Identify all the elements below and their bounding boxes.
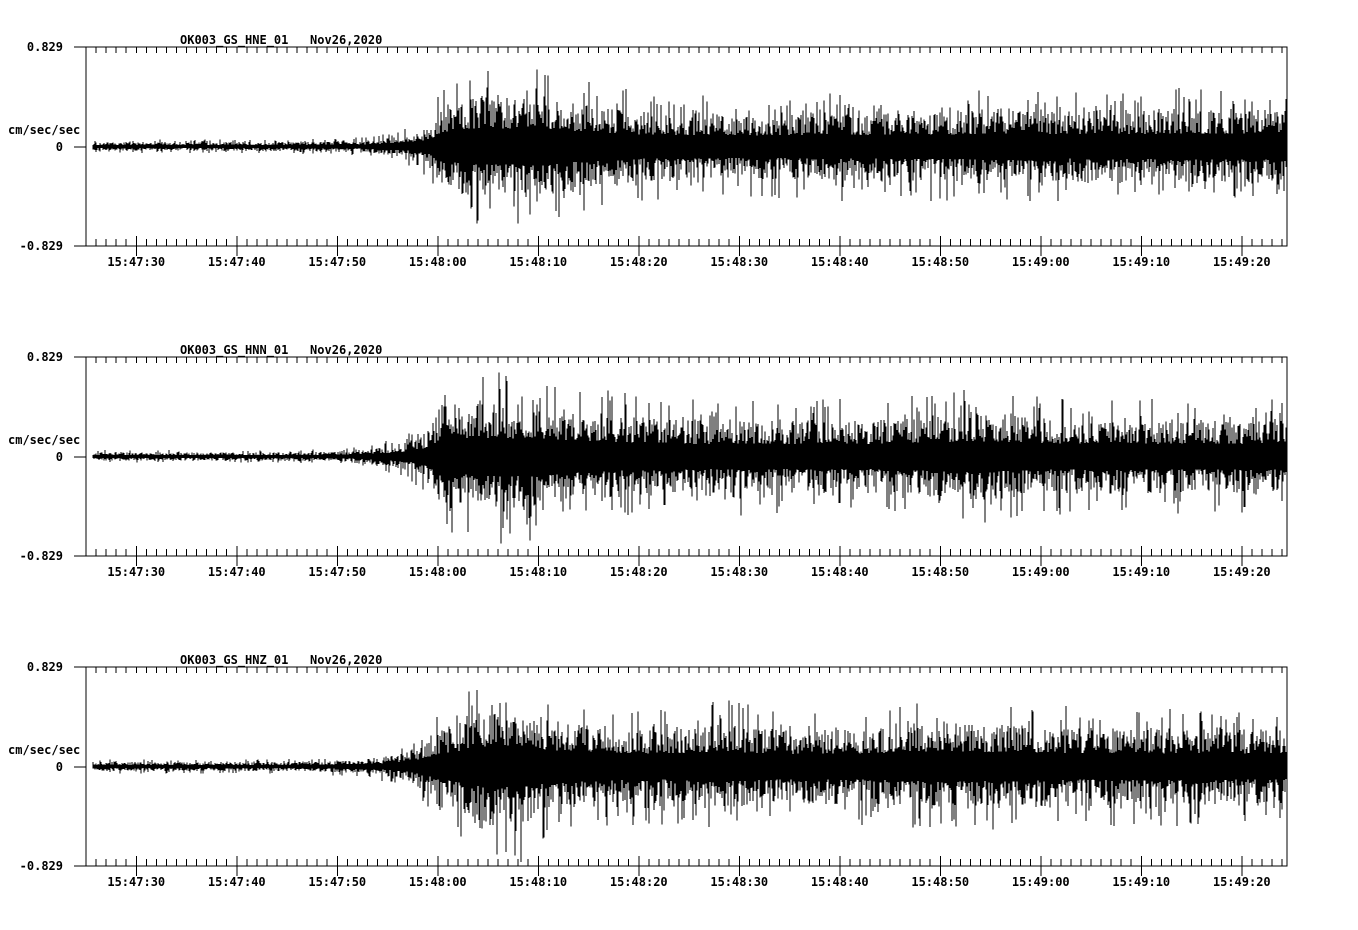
y-tick-label-zero: 0 bbox=[55, 140, 63, 154]
plot-stroke bbox=[92, 689, 1287, 862]
x-tick-label: 15:49:20 bbox=[1212, 255, 1271, 269]
waveform-plot-hnn bbox=[74, 356, 1288, 566]
x-tick-label: 15:49:20 bbox=[1212, 565, 1271, 579]
x-tick-label: 15:48:20 bbox=[609, 565, 668, 579]
x-tick-label: 15:47:40 bbox=[207, 875, 266, 889]
seismogram-panel-hnn: OK003_GS_HNN_01 Nov26,2020 0.829 cm/sec/… bbox=[0, 310, 1358, 620]
x-tick-label: 15:48:00 bbox=[408, 875, 467, 889]
plot-stroke bbox=[85, 356, 1288, 557]
x-tick-label: 15:48:00 bbox=[408, 565, 467, 579]
x-tick-label: 15:49:10 bbox=[1112, 565, 1171, 579]
x-tick-label: 15:47:50 bbox=[308, 875, 367, 889]
y-tick-label-max: 0.829 bbox=[26, 660, 63, 674]
x-tick-label: 15:48:50 bbox=[911, 565, 970, 579]
plot-stroke bbox=[92, 69, 1287, 224]
x-tick-label: 15:48:50 bbox=[911, 255, 970, 269]
x-tick-label: 15:48:30 bbox=[710, 565, 769, 579]
y-tick-label-zero: 0 bbox=[55, 450, 63, 464]
plot-stroke bbox=[74, 356, 1283, 566]
x-tick-label: 15:48:00 bbox=[408, 255, 467, 269]
y-tick-label-max: 0.829 bbox=[26, 40, 63, 54]
x-tick-label: 15:49:00 bbox=[1011, 875, 1070, 889]
plot-stroke bbox=[74, 46, 1283, 256]
trace-title: OK003_GS_HNN_01 Nov26,2020 bbox=[180, 343, 383, 357]
x-tick-label: 15:49:00 bbox=[1011, 565, 1070, 579]
x-tick-label: 15:49:00 bbox=[1011, 255, 1070, 269]
x-tick-label: 15:47:50 bbox=[308, 255, 367, 269]
plot-stroke bbox=[85, 46, 1288, 247]
seismogram-panel-hne: OK003_GS_HNE_01 Nov26,2020 0.829 cm/sec/… bbox=[0, 0, 1358, 310]
x-tick-label: 15:47:40 bbox=[207, 255, 266, 269]
waveform-plot-hne bbox=[74, 46, 1288, 256]
y-axis-unit-label: cm/sec/sec bbox=[8, 743, 81, 757]
x-tick-label: 15:47:30 bbox=[107, 875, 166, 889]
x-tick-label: 15:48:40 bbox=[810, 255, 869, 269]
x-tick-label: 15:47:30 bbox=[107, 565, 166, 579]
x-tick-label: 15:47:40 bbox=[207, 565, 266, 579]
x-tick-label: 15:48:40 bbox=[810, 565, 869, 579]
x-tick-label: 15:49:10 bbox=[1112, 255, 1171, 269]
x-tick-label: 15:48:40 bbox=[810, 875, 869, 889]
x-tick-label: 15:49:10 bbox=[1112, 875, 1171, 889]
waveform-plot-hnz bbox=[74, 666, 1288, 876]
plot-stroke bbox=[85, 666, 1288, 867]
x-tick-label: 15:48:50 bbox=[911, 875, 970, 889]
x-tick-label: 15:47:50 bbox=[308, 565, 367, 579]
y-tick-label-max: 0.829 bbox=[26, 350, 63, 364]
trace-title: OK003_GS_HNE_01 Nov26,2020 bbox=[180, 33, 383, 47]
y-tick-label-zero: 0 bbox=[55, 760, 63, 774]
y-axis-unit-label: cm/sec/sec bbox=[8, 123, 81, 137]
y-tick-label-min: -0.829 bbox=[19, 239, 63, 253]
plot-stroke bbox=[92, 372, 1287, 544]
trace-title: OK003_GS_HNZ_01 Nov26,2020 bbox=[180, 653, 383, 667]
x-tick-label: 15:48:30 bbox=[710, 255, 769, 269]
x-tick-label: 15:48:10 bbox=[509, 565, 568, 579]
x-tick-label: 15:48:30 bbox=[710, 875, 769, 889]
y-axis-unit-label: cm/sec/sec bbox=[8, 433, 81, 447]
x-tick-label: 15:49:20 bbox=[1212, 875, 1271, 889]
x-tick-label: 15:48:20 bbox=[609, 875, 668, 889]
x-tick-label: 15:47:30 bbox=[107, 255, 166, 269]
x-tick-label: 15:48:20 bbox=[609, 255, 668, 269]
plot-stroke bbox=[74, 666, 1283, 876]
x-tick-label: 15:48:10 bbox=[509, 255, 568, 269]
y-tick-label-min: -0.829 bbox=[19, 549, 63, 563]
x-tick-label: 15:48:10 bbox=[509, 875, 568, 889]
y-tick-label-min: -0.829 bbox=[19, 859, 63, 873]
seismogram-panel-hnz: OK003_GS_HNZ_01 Nov26,2020 0.829 cm/sec/… bbox=[0, 620, 1358, 930]
